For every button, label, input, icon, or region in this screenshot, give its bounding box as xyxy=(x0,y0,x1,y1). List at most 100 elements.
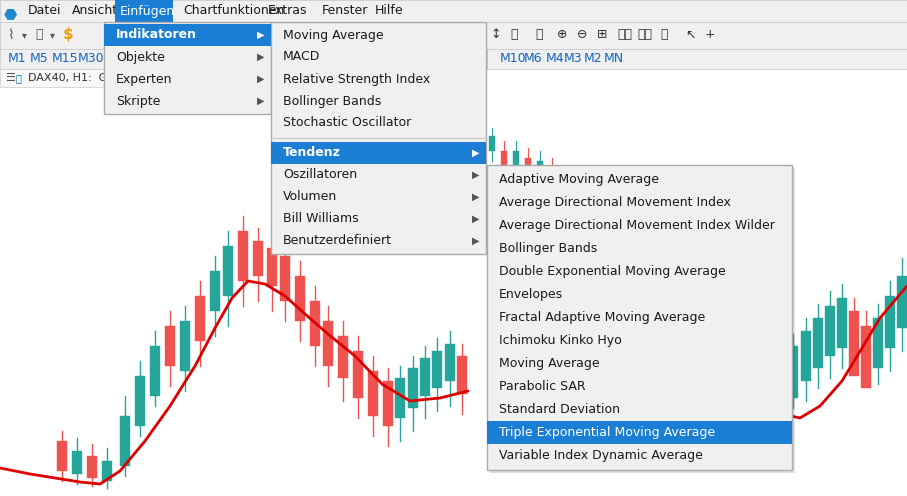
Bar xyxy=(87,456,97,478)
Text: Average Directional Movement Index Wilder: Average Directional Movement Index Wilde… xyxy=(499,219,775,232)
Text: $: $ xyxy=(63,27,73,43)
Bar xyxy=(104,24,271,46)
Bar xyxy=(368,371,378,416)
Bar xyxy=(487,49,488,69)
Bar xyxy=(501,151,507,174)
Text: Parabolic SAR: Parabolic SAR xyxy=(499,380,586,393)
Text: Volumen: Volumen xyxy=(283,190,337,203)
Text: ⏴⏵: ⏴⏵ xyxy=(637,28,652,42)
Text: ⬣: ⬣ xyxy=(4,6,17,21)
Text: Extras: Extras xyxy=(268,4,307,17)
Text: Objekte: Objekte xyxy=(116,51,165,63)
Text: Relative Strength Index: Relative Strength Index xyxy=(283,72,430,85)
Bar xyxy=(420,358,430,396)
Bar xyxy=(0,0,907,22)
Bar xyxy=(102,461,112,481)
Bar xyxy=(271,142,486,164)
Bar xyxy=(115,0,173,22)
Bar xyxy=(873,318,883,368)
Bar xyxy=(738,296,748,354)
Text: Indikatoren: Indikatoren xyxy=(116,28,197,42)
Bar xyxy=(825,306,835,356)
Text: ▶: ▶ xyxy=(472,170,480,180)
Bar xyxy=(457,356,467,394)
Bar xyxy=(775,348,785,411)
Bar xyxy=(788,346,798,398)
Bar xyxy=(489,136,495,151)
Text: 📷: 📷 xyxy=(660,28,668,42)
Text: ▾: ▾ xyxy=(50,30,55,40)
Text: Skripte: Skripte xyxy=(116,95,161,108)
Text: M3: M3 xyxy=(564,53,582,65)
Bar xyxy=(813,318,823,368)
Text: DAX40, H1:  Germa: DAX40, H1: Germa xyxy=(28,73,136,83)
Text: Bill Williams: Bill Williams xyxy=(283,212,358,226)
Bar xyxy=(710,278,720,328)
Text: 〰: 〰 xyxy=(535,28,542,42)
Text: 📈: 📈 xyxy=(16,73,22,83)
Bar xyxy=(487,421,792,444)
Bar xyxy=(897,276,907,328)
Bar xyxy=(801,331,811,381)
Text: Moving Average: Moving Average xyxy=(283,28,384,42)
Text: Ichimoku Kinko Hyo: Ichimoku Kinko Hyo xyxy=(499,334,622,347)
Text: Experten: Experten xyxy=(116,72,172,85)
Text: M10: M10 xyxy=(500,53,527,65)
Bar xyxy=(849,311,859,376)
Text: M4: M4 xyxy=(546,53,565,65)
Bar xyxy=(120,416,130,466)
Text: Datei: Datei xyxy=(28,4,62,17)
Bar xyxy=(165,326,175,366)
Text: ☰: ☰ xyxy=(5,73,15,83)
Bar xyxy=(751,311,761,371)
Bar xyxy=(0,69,200,87)
Bar xyxy=(490,168,795,473)
Text: ⬛: ⬛ xyxy=(510,28,518,42)
Bar xyxy=(537,161,543,174)
Bar xyxy=(310,301,320,346)
Text: MN: MN xyxy=(604,53,624,65)
Bar xyxy=(72,451,82,474)
Bar xyxy=(725,258,735,308)
Text: Benutzerdefiniert: Benutzerdefiniert xyxy=(283,235,392,248)
Text: Average Directional Movement Index: Average Directional Movement Index xyxy=(499,196,731,209)
Bar xyxy=(408,368,418,408)
Text: M2: M2 xyxy=(584,53,602,65)
Bar xyxy=(383,381,393,426)
Text: ⌇: ⌇ xyxy=(8,28,15,42)
Text: ⏵⏴: ⏵⏴ xyxy=(617,28,632,42)
Text: M6: M6 xyxy=(524,53,542,65)
Text: Chartfunktionen: Chartfunktionen xyxy=(183,4,285,17)
Text: ▶: ▶ xyxy=(472,236,480,246)
Bar xyxy=(295,276,305,321)
Bar xyxy=(0,55,907,496)
Text: Adaptive Moving Average: Adaptive Moving Average xyxy=(499,173,659,186)
Text: Standard Deviation: Standard Deviation xyxy=(499,403,620,416)
Text: Oszillatoren: Oszillatoren xyxy=(283,169,357,182)
Text: M5: M5 xyxy=(30,53,49,65)
Text: 📊: 📊 xyxy=(35,28,43,42)
Bar xyxy=(763,331,773,388)
Bar xyxy=(353,351,363,398)
Text: MACD: MACD xyxy=(283,51,320,63)
Bar xyxy=(104,22,271,114)
Text: Einfügen: Einfügen xyxy=(120,4,175,17)
Text: ⊕: ⊕ xyxy=(557,28,568,42)
Text: ▶: ▶ xyxy=(472,214,480,224)
Text: M15: M15 xyxy=(52,53,79,65)
Text: Variable Index Dynamic Average: Variable Index Dynamic Average xyxy=(499,449,703,462)
Text: ▶: ▶ xyxy=(472,148,480,158)
Bar xyxy=(150,346,160,396)
Text: Bollinger Bands: Bollinger Bands xyxy=(499,242,597,255)
Text: M30: M30 xyxy=(112,53,139,65)
Bar xyxy=(445,344,455,381)
Text: ▶: ▶ xyxy=(257,74,265,84)
Text: M30: M30 xyxy=(78,53,104,65)
Text: ▶: ▶ xyxy=(257,30,265,40)
Text: Fenster: Fenster xyxy=(322,4,368,17)
Bar xyxy=(525,158,531,181)
Text: Double Exponential Moving Average: Double Exponential Moving Average xyxy=(499,265,726,278)
Text: Bollinger Bands: Bollinger Bands xyxy=(283,95,381,108)
Bar xyxy=(223,246,233,296)
Text: M1: M1 xyxy=(8,53,26,65)
